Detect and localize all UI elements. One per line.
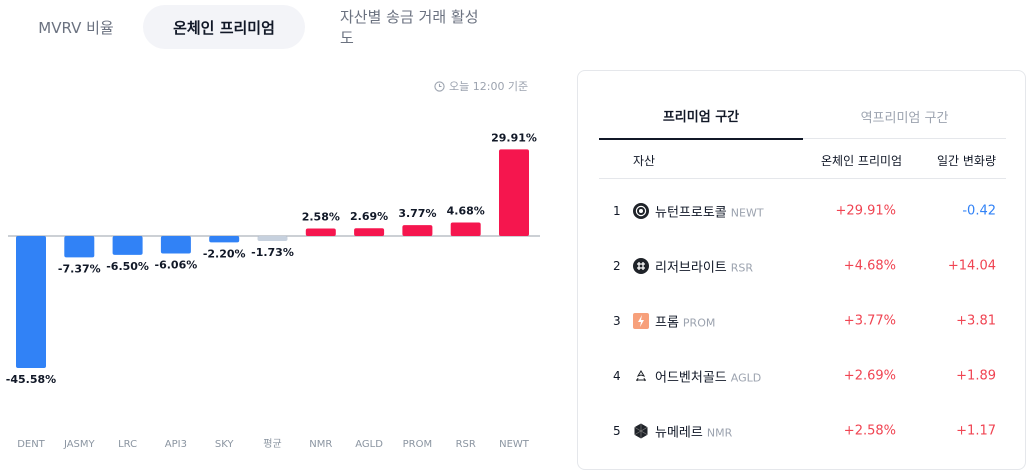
asset-ticker: PROM xyxy=(682,316,716,329)
clock-icon xyxy=(434,80,445,92)
rank: 1 xyxy=(613,203,621,218)
premium-bar-chart: -45.58% DENT -7.37% JASMY -6.50% LRC -6.06% API… xyxy=(6,131,540,450)
rank: 5 xyxy=(613,423,621,438)
table-row[interactable]: 3 프롬 PROM +3.77% +3.81 xyxy=(599,293,1006,348)
table-header: 자산 온체인 프리미엄 일간 변화량 xyxy=(599,141,1006,179)
premium-value: +29.91% xyxy=(835,203,896,218)
value-label-8: 3.77% xyxy=(398,207,436,220)
tab-mvrv[interactable]: MVRV 비율 xyxy=(38,18,114,37)
category-label-1: JASMY xyxy=(63,439,96,450)
timestamp: 오늘 12:00 기준 xyxy=(434,78,528,94)
change-value: +3.81 xyxy=(956,313,996,328)
asset-ticker: NMR xyxy=(706,426,733,439)
asset-name: 뉴메레르 NMR xyxy=(655,425,733,440)
tab-onchain-premium[interactable]: 온체인 프리미엄 xyxy=(143,5,305,49)
bar-8[interactable] xyxy=(402,225,433,236)
asset-ticker: RSR xyxy=(730,261,754,274)
bar-0[interactable] xyxy=(16,236,46,368)
bar-2[interactable] xyxy=(112,236,143,255)
panel-tabs: 프리미엄 구간 역프리미엄 구간 xyxy=(599,93,1006,140)
header-asset: 자산 xyxy=(633,154,656,168)
category-label-10: NEWT xyxy=(499,439,530,450)
rank: 2 xyxy=(613,258,621,273)
change-value: +1.17 xyxy=(956,423,996,438)
tab-reverse-premium-zone[interactable]: 역프리미엄 구간 xyxy=(860,110,949,126)
value-label-1: -7.37% xyxy=(58,262,101,275)
bar-3[interactable] xyxy=(160,236,191,254)
asset-name: 리저브라이트 RSR xyxy=(655,260,754,275)
asset-ticker: NEWT xyxy=(730,206,764,219)
agld-icon xyxy=(636,369,646,381)
value-label-3: -6.06% xyxy=(155,259,198,272)
category-label-9: RSR xyxy=(456,439,476,450)
value-label-4: -2.20% xyxy=(203,247,246,260)
rank: 3 xyxy=(613,313,621,328)
chart-canvas: -45.58% DENT -7.37% JASMY -6.50% LRC -6.06% API… xyxy=(6,131,540,450)
nmr-icon xyxy=(634,423,648,438)
table-row[interactable]: 1 뉴턴프로토콜 NEWT +29.91% -0.42 xyxy=(599,183,1006,238)
tab-transfer-activity[interactable]: 자산별 송금 거래 활성도 xyxy=(340,8,479,47)
header-change: 일간 변화량 xyxy=(936,154,996,168)
category-label-3: API3 xyxy=(165,439,187,450)
asset-ticker: AGLD xyxy=(730,371,762,384)
rsr-icon xyxy=(633,257,649,274)
value-label-7: 2.69% xyxy=(350,210,388,223)
premium-value: +2.58% xyxy=(843,423,896,438)
rank: 4 xyxy=(613,368,621,383)
table-row[interactable]: 5 뉴메레르 NMR +2.58% +1.17 xyxy=(599,403,1006,458)
category-label-2: LRC xyxy=(118,439,137,450)
value-label-6: 2.58% xyxy=(302,211,340,224)
change-value: -0.42 xyxy=(962,203,996,218)
premium-value: +2.69% xyxy=(843,368,896,383)
category-label-0: DENT xyxy=(17,439,45,450)
category-label-8: PROM xyxy=(403,439,432,450)
bar-5[interactable] xyxy=(257,236,288,242)
table-row[interactable]: 2 리저브라이트 RSR +4.68% +14.04 xyxy=(599,238,1006,293)
table-row[interactable]: 4 어드벤처골드 AGLD +2.69% +1.89 xyxy=(599,348,1006,403)
premium-value: +3.77% xyxy=(843,313,896,328)
value-label-0: -45.58% xyxy=(6,373,56,386)
bar-4[interactable] xyxy=(209,236,240,243)
header-premium: 온체인 프리미엄 xyxy=(821,154,903,168)
asset-name: 어드벤처골드 AGLD xyxy=(655,370,762,385)
asset-name: 프롬 PROM xyxy=(655,315,716,330)
prom-icon xyxy=(633,312,649,329)
bar-9[interactable] xyxy=(450,222,481,236)
value-label-9: 4.68% xyxy=(447,204,485,217)
change-value: +1.89 xyxy=(956,368,996,383)
asset-name: 뉴턴프로토콜 NEWT xyxy=(655,205,764,220)
value-label-2: -6.50% xyxy=(106,260,149,273)
bar-10[interactable] xyxy=(499,149,529,236)
tab-premium-zone[interactable]: 프리미엄 구간 xyxy=(599,93,803,140)
timestamp-text: 오늘 12:00 기준 xyxy=(449,80,529,93)
bar-6[interactable] xyxy=(305,228,336,236)
premium-value: +4.68% xyxy=(843,258,896,273)
bar-1[interactable] xyxy=(64,236,95,258)
category-label-6: NMR xyxy=(309,439,332,450)
category-label-7: AGLD xyxy=(355,439,383,450)
value-label-5: -1.73% xyxy=(251,246,294,259)
change-value: +14.04 xyxy=(947,258,996,273)
newt-icon xyxy=(633,202,649,219)
category-label-5: 평균 xyxy=(263,438,281,450)
bar-7[interactable] xyxy=(354,228,385,236)
category-label-4: SKY xyxy=(215,439,235,450)
ranking-panel: 프리미엄 구간 역프리미엄 구간 자산 온체인 프리미엄 일간 변화량 1 뉴턴… xyxy=(577,70,1026,470)
value-label-10: 29.91% xyxy=(491,131,537,144)
